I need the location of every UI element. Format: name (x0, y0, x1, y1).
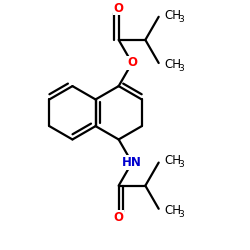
Text: 3: 3 (178, 160, 184, 170)
Text: 3: 3 (178, 210, 184, 219)
Text: CH: CH (164, 154, 181, 168)
Text: O: O (114, 211, 124, 224)
Text: O: O (127, 56, 137, 70)
Text: HN: HN (122, 156, 142, 169)
Text: 3: 3 (178, 15, 184, 24)
Text: CH: CH (164, 204, 181, 217)
Text: CH: CH (164, 58, 181, 71)
Text: CH: CH (164, 9, 181, 22)
Text: 3: 3 (178, 64, 184, 73)
Text: O: O (114, 2, 124, 15)
